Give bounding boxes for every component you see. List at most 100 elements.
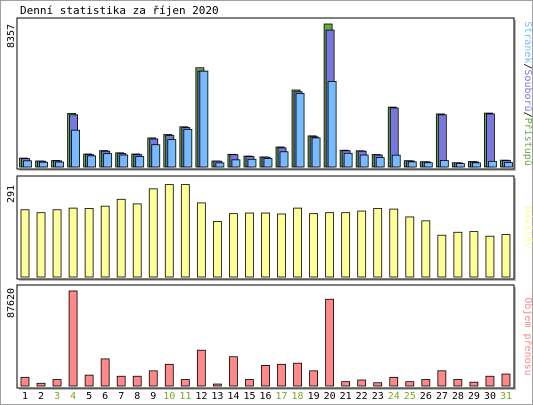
bar-kbytes-24 xyxy=(389,376,399,387)
bar-kbytes-25 xyxy=(405,381,415,387)
bar-kbytes-19 xyxy=(309,370,318,387)
bar-pages-4 xyxy=(71,129,80,168)
bar-kbytes-23 xyxy=(373,382,383,387)
bar-pages-17 xyxy=(279,151,289,168)
bar-kbytes-2 xyxy=(36,382,46,387)
legend-kbytes: Objem přenosu xyxy=(522,297,533,375)
bar-pages-9 xyxy=(151,144,161,168)
legend-part-4: Přístupů xyxy=(522,118,533,166)
bar-pages-13 xyxy=(215,162,225,168)
bar-pages-15 xyxy=(247,158,257,168)
bar-visits-19 xyxy=(309,213,318,278)
bar-kbytes-6 xyxy=(100,358,110,387)
bar-pages-21 xyxy=(343,152,353,168)
bar-kbytes-11 xyxy=(180,379,190,387)
bar-visits-22 xyxy=(357,210,367,278)
max-label-hits: 8357 xyxy=(6,24,17,48)
x-tick-label-16: 16 xyxy=(259,391,271,402)
x-tick-label-23: 23 xyxy=(372,391,384,402)
bar-visits-11 xyxy=(180,184,190,278)
bar-pages-10 xyxy=(167,139,177,168)
bar-visits-15 xyxy=(245,212,254,278)
x-tick-label-17: 17 xyxy=(276,391,288,402)
bar-visits-24 xyxy=(389,208,399,278)
bar-kbytes-1 xyxy=(20,376,30,387)
x-tick-label-24: 24 xyxy=(388,391,400,402)
bar-pages-23 xyxy=(375,157,385,168)
bar-kbytes-13 xyxy=(212,383,222,387)
bar-visits-6 xyxy=(100,205,110,278)
legend-part-3: / xyxy=(522,112,533,118)
bar-kbytes-8 xyxy=(132,375,142,387)
x-tick-label-10: 10 xyxy=(163,391,175,402)
legend-part-2: Souborů xyxy=(522,69,533,111)
bar-kbytes-20 xyxy=(325,298,335,387)
bar-pages-26 xyxy=(423,162,433,168)
x-tick-label-1: 1 xyxy=(22,391,28,402)
bar-pages-24 xyxy=(391,154,401,168)
x-tick-label-22: 22 xyxy=(356,391,368,402)
x-tick-label-28: 28 xyxy=(452,391,464,402)
x-tick-label-26: 26 xyxy=(420,391,432,402)
x-tick-label-21: 21 xyxy=(340,391,352,402)
x-tick-label-15: 15 xyxy=(243,391,255,402)
bar-pages-22 xyxy=(359,154,369,168)
bar-pages-28 xyxy=(455,163,465,168)
legend-part-0: Stránek xyxy=(522,21,533,63)
x-tick-label-2: 2 xyxy=(38,391,44,402)
bar-kbytes-3 xyxy=(52,379,62,387)
bar-kbytes-14 xyxy=(229,356,238,387)
bar-visits-20 xyxy=(325,212,335,278)
bar-visits-28 xyxy=(453,231,463,278)
bar-kbytes-12 xyxy=(196,349,206,387)
bar-visits-30 xyxy=(485,235,495,278)
bar-visits-13 xyxy=(212,221,222,278)
bar-pages-20 xyxy=(327,81,337,168)
x-tick-label-27: 27 xyxy=(436,391,448,402)
x-tick-label-18: 18 xyxy=(292,391,304,402)
bar-visits-2 xyxy=(36,212,46,278)
bar-visits-12 xyxy=(196,202,206,278)
x-tick-label-5: 5 xyxy=(86,391,92,402)
x-tick-label-7: 7 xyxy=(118,391,124,402)
bar-kbytes-31 xyxy=(501,373,511,387)
x-tick-label-31: 31 xyxy=(500,391,512,402)
bar-visits-5 xyxy=(84,208,94,278)
bar-pages-8 xyxy=(135,156,145,168)
max-label-visits: 291 xyxy=(6,185,17,203)
x-tick-label-8: 8 xyxy=(134,391,140,402)
bar-kbytes-4 xyxy=(68,290,78,387)
bar-visits-4 xyxy=(68,207,78,278)
bar-kbytes-26 xyxy=(421,379,431,387)
bar-visits-23 xyxy=(373,208,383,278)
chart-title: Denní statistika za říjen 2020 xyxy=(20,4,219,17)
bar-pages-2 xyxy=(39,161,48,168)
x-tick-label-14: 14 xyxy=(227,391,239,402)
bar-kbytes-9 xyxy=(148,370,158,387)
x-tick-label-3: 3 xyxy=(54,391,60,402)
panel-hits-box xyxy=(16,17,515,170)
bar-kbytes-30 xyxy=(485,375,495,387)
bar-visits-17 xyxy=(277,213,286,278)
x-tick-label-30: 30 xyxy=(484,391,496,402)
x-tick-label-20: 20 xyxy=(324,391,336,402)
max-label-kbytes: 87620 xyxy=(6,288,17,318)
bar-pages-29 xyxy=(472,162,481,168)
bar-pages-16 xyxy=(263,158,273,168)
bar-kbytes-21 xyxy=(341,381,351,387)
x-tick-label-11: 11 xyxy=(179,391,191,402)
bar-pages-5 xyxy=(87,155,97,168)
bar-kbytes-17 xyxy=(277,363,286,387)
bar-visits-3 xyxy=(52,209,62,278)
x-tick-label-19: 19 xyxy=(308,391,320,402)
bar-pages-11 xyxy=(183,128,193,168)
bar-kbytes-15 xyxy=(245,379,254,387)
bar-visits-7 xyxy=(116,198,126,278)
bar-pages-7 xyxy=(119,154,129,168)
x-tick-label-6: 6 xyxy=(102,391,108,402)
bar-visits-21 xyxy=(341,212,351,278)
x-tick-label-25: 25 xyxy=(404,391,416,402)
bar-pages-12 xyxy=(199,70,209,168)
bar-pages-18 xyxy=(295,93,305,168)
bar-kbytes-29 xyxy=(469,381,479,387)
